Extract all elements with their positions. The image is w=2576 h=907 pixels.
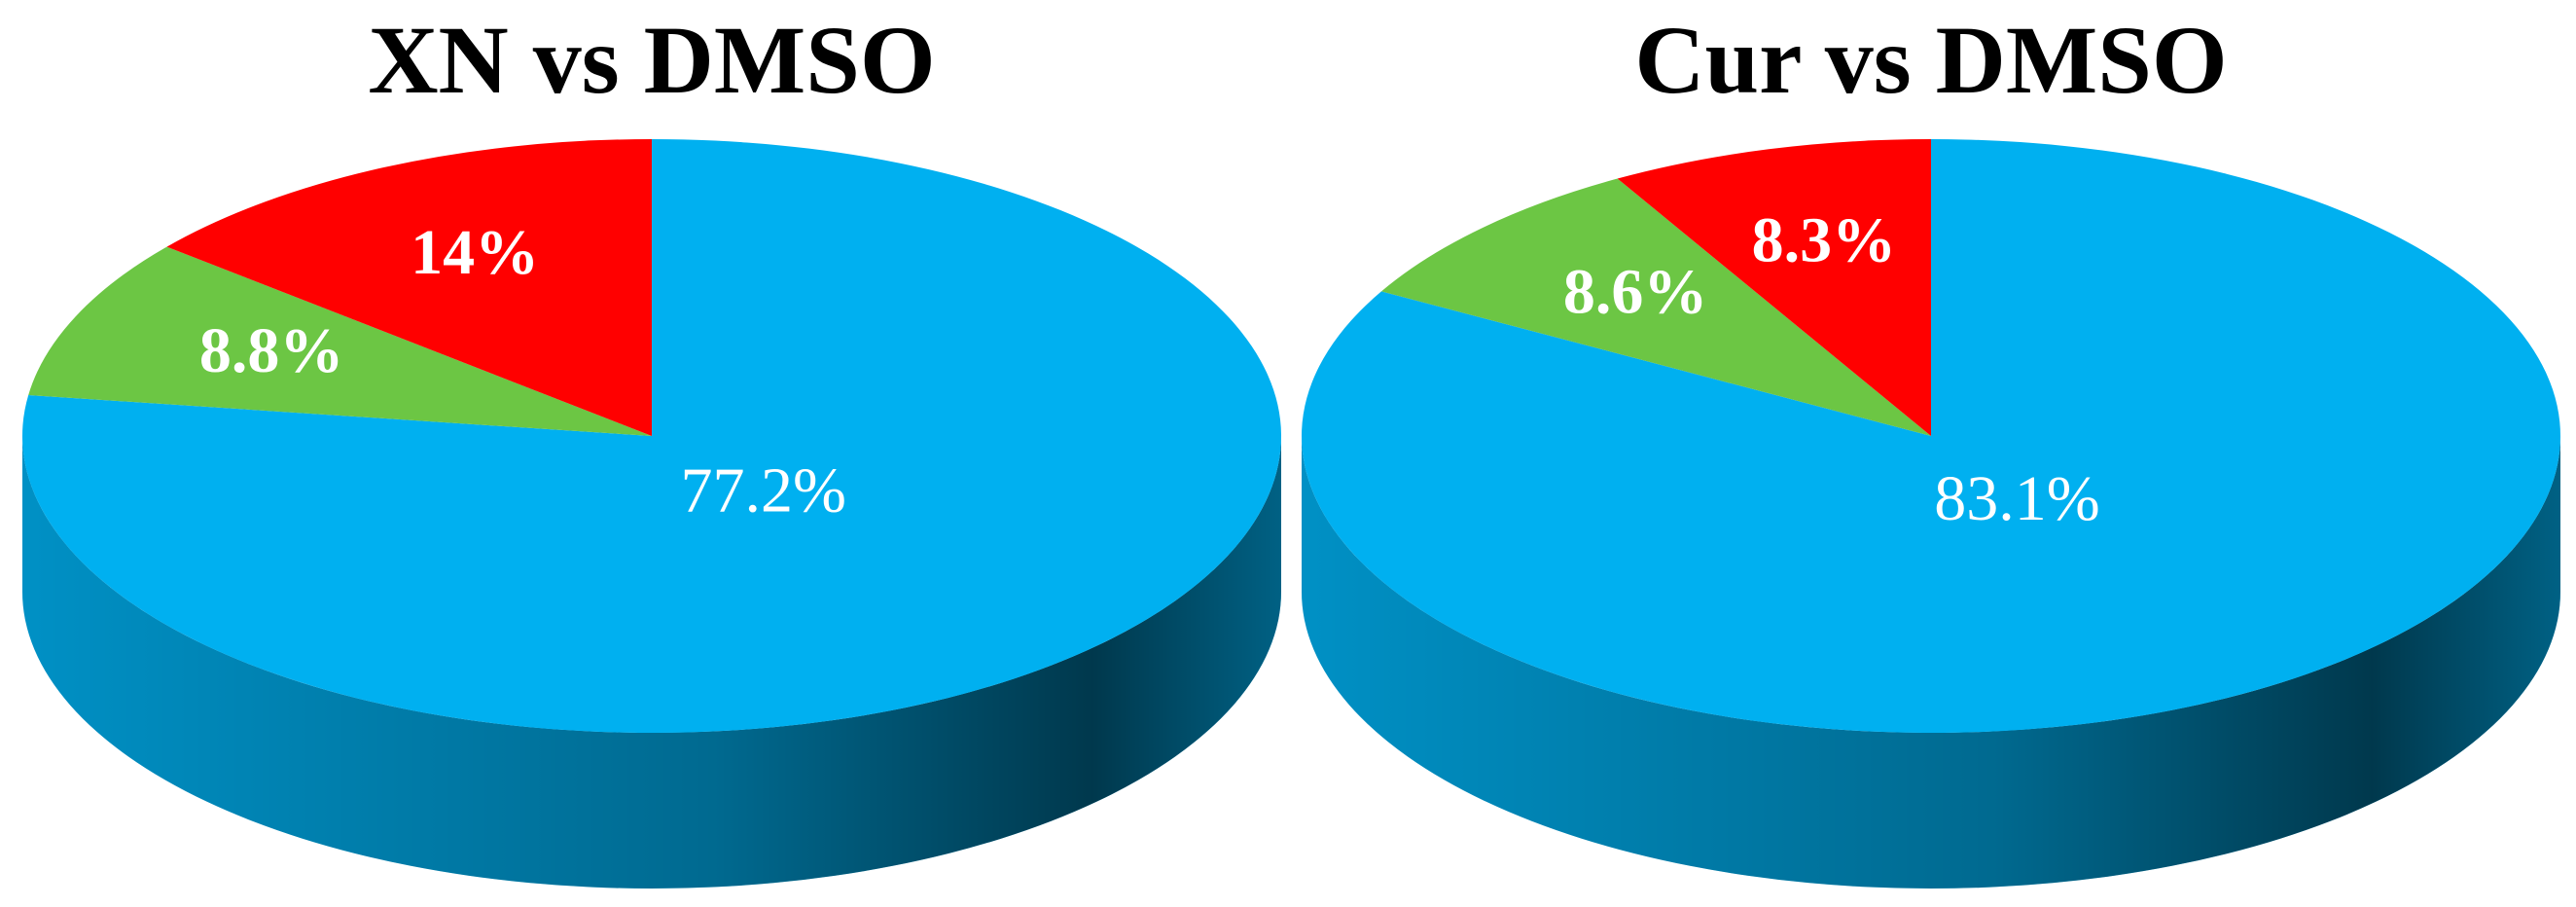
pie-slice — [28, 246, 653, 436]
value-label: 77.2% — [680, 454, 845, 526]
pie-slice — [166, 139, 652, 436]
pie-slice — [1617, 139, 1931, 436]
pie-side-shade — [22, 436, 1281, 889]
pie: XN vs DMSO 77.2% 8.8% 14% — [22, 6, 1282, 889]
chart-title: XN vs DMSO — [368, 6, 935, 114]
pie-slice — [1380, 178, 1931, 436]
value-label: 8.6% — [1563, 257, 1708, 328]
value-label: 8.8% — [199, 315, 344, 386]
value-label: 14% — [411, 217, 539, 288]
value-label: 8.3% — [1752, 205, 1897, 276]
value-label: 83.1% — [1934, 463, 2099, 534]
chart-title: Cur vs DMSO — [1634, 6, 2227, 114]
pie-side-shade — [1302, 436, 2560, 889]
pie: Cur vs DMSO 83.1% 8.6% 8.3% — [1301, 6, 2561, 889]
